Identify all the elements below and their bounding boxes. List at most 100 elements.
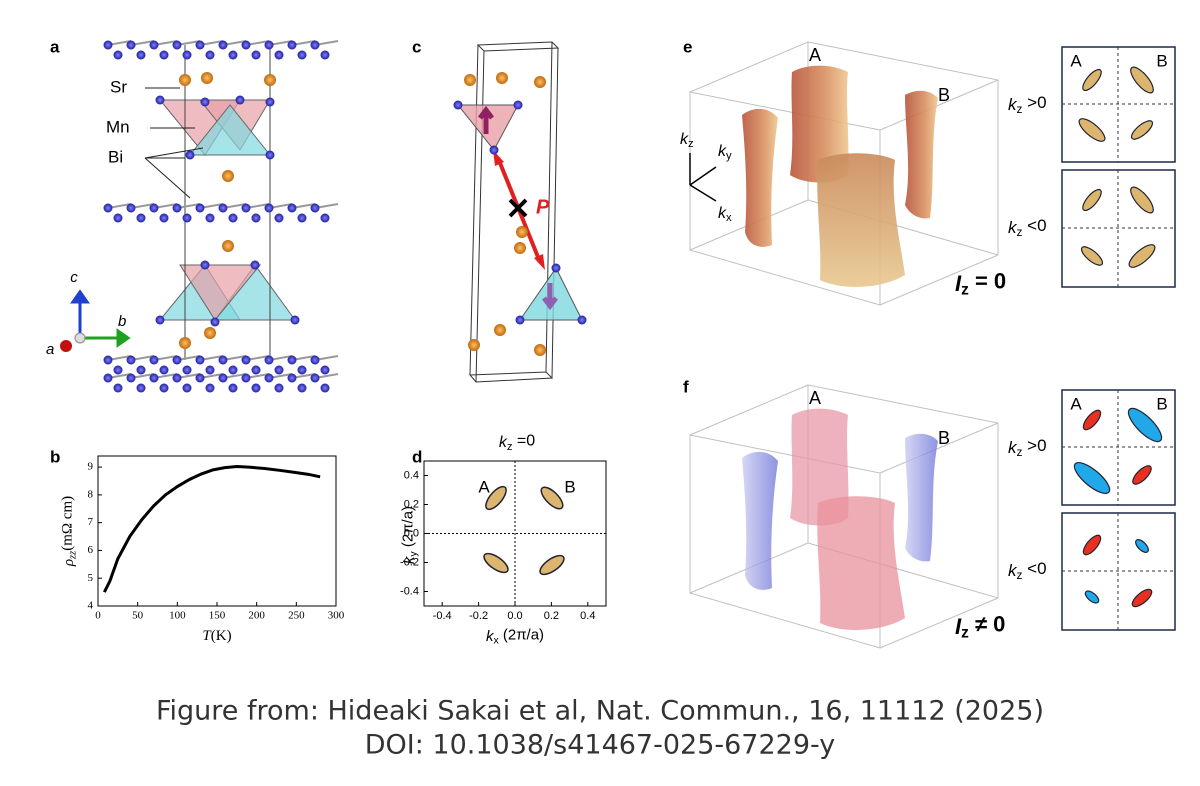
atom bbox=[241, 355, 251, 365]
x-tick-label: 100 bbox=[169, 610, 186, 622]
text-part: k bbox=[1008, 561, 1018, 580]
atom bbox=[149, 373, 159, 383]
y-axis-label: ρzz(mΩ cm) bbox=[60, 496, 79, 567]
atom-label: Sr bbox=[110, 77, 127, 96]
text-part: zz bbox=[68, 551, 79, 560]
atom bbox=[251, 383, 261, 393]
text-part: z bbox=[1017, 225, 1023, 239]
chart: 0 50 100 150 200 250 300 4 5 6 7 8 9 bbox=[88, 455, 345, 622]
panel-label: e bbox=[683, 37, 692, 56]
atom bbox=[149, 203, 159, 213]
atom bbox=[251, 50, 261, 60]
text-part: k bbox=[1008, 438, 1018, 457]
atom bbox=[264, 373, 274, 383]
text-part: I bbox=[955, 614, 962, 639]
axis-label: b bbox=[118, 313, 126, 330]
text-part: k bbox=[1008, 218, 1018, 237]
atom bbox=[551, 263, 561, 273]
atom bbox=[274, 213, 284, 223]
slice-pockets bbox=[1073, 66, 1163, 608]
atom bbox=[159, 365, 169, 375]
origin bbox=[74, 332, 86, 344]
x-tick-label: 0 bbox=[95, 610, 101, 622]
text-part: x bbox=[726, 212, 732, 224]
text-part: =0 bbox=[512, 433, 535, 450]
c-axis bbox=[70, 289, 90, 338]
atom bbox=[136, 383, 146, 393]
atom bbox=[182, 365, 192, 375]
atom bbox=[228, 50, 238, 60]
pocket-label: A bbox=[478, 477, 490, 496]
text-part: z bbox=[961, 281, 969, 298]
panel-label: f bbox=[683, 377, 689, 396]
text-part: >0 bbox=[1022, 437, 1046, 456]
atom bbox=[113, 213, 123, 223]
text-part: ≠ 0 bbox=[969, 612, 1006, 637]
panel-label: a bbox=[50, 37, 60, 56]
atom-label: Mn bbox=[106, 117, 130, 136]
atom bbox=[320, 383, 330, 393]
text-part: (2π/a) bbox=[399, 506, 416, 551]
atom bbox=[287, 203, 297, 213]
atom bbox=[136, 50, 146, 60]
k-axis-label: kz bbox=[680, 131, 694, 150]
atom bbox=[251, 213, 261, 223]
x-tick-label: 150 bbox=[209, 610, 226, 622]
atom bbox=[103, 203, 113, 213]
atom bbox=[264, 355, 274, 365]
atom bbox=[113, 383, 123, 393]
text-part: z bbox=[1017, 102, 1023, 116]
atom bbox=[264, 203, 274, 213]
atom bbox=[310, 203, 320, 213]
atom-label: Bi bbox=[108, 147, 123, 166]
atom bbox=[264, 40, 274, 50]
atom bbox=[228, 213, 238, 223]
text-part: <0 bbox=[1022, 560, 1046, 579]
x-axis-label: kx (2π/a) bbox=[486, 626, 544, 646]
atom bbox=[222, 170, 234, 182]
pocket-label: B bbox=[1156, 51, 1167, 70]
atom bbox=[514, 242, 526, 254]
panel-label: c bbox=[412, 37, 421, 56]
plot-title: kz =0 bbox=[499, 433, 535, 453]
text-part: z bbox=[1017, 445, 1023, 459]
atom bbox=[274, 365, 284, 375]
panel-label: b bbox=[50, 447, 60, 466]
axis-label: c bbox=[70, 269, 78, 286]
pocket-label: B bbox=[938, 428, 950, 448]
atom bbox=[287, 373, 297, 383]
atom bbox=[320, 365, 330, 375]
text-part: y bbox=[407, 551, 419, 557]
x-tick-label: 250 bbox=[288, 610, 305, 622]
k-axes bbox=[689, 153, 717, 202]
atom bbox=[201, 72, 213, 84]
atom bbox=[464, 74, 476, 86]
pocket-label: A bbox=[1070, 394, 1082, 413]
atom bbox=[222, 240, 234, 252]
atom bbox=[241, 373, 251, 383]
atom bbox=[136, 365, 146, 375]
atom bbox=[179, 337, 191, 349]
x-tick-label: 0.4 bbox=[580, 610, 595, 622]
atom bbox=[126, 355, 136, 365]
y-tick-label: 4 bbox=[88, 600, 94, 612]
atom bbox=[265, 97, 275, 107]
atom bbox=[179, 74, 191, 86]
pocket-label: B bbox=[938, 85, 950, 105]
atom bbox=[516, 226, 528, 238]
slice-label: kz >0 bbox=[1008, 94, 1047, 117]
text-part: (mΩ cm) bbox=[60, 496, 76, 551]
atom bbox=[155, 95, 165, 105]
text-part: z bbox=[688, 138, 694, 150]
atom bbox=[496, 72, 508, 84]
y-tick-label: 6 bbox=[88, 544, 94, 556]
atom bbox=[159, 213, 169, 223]
atom bbox=[159, 383, 169, 393]
atom bbox=[172, 203, 182, 213]
atom bbox=[205, 383, 215, 393]
atom bbox=[200, 260, 210, 270]
text-part: k bbox=[401, 555, 418, 564]
k-axis-label: kx bbox=[718, 205, 732, 224]
atom bbox=[195, 373, 205, 383]
